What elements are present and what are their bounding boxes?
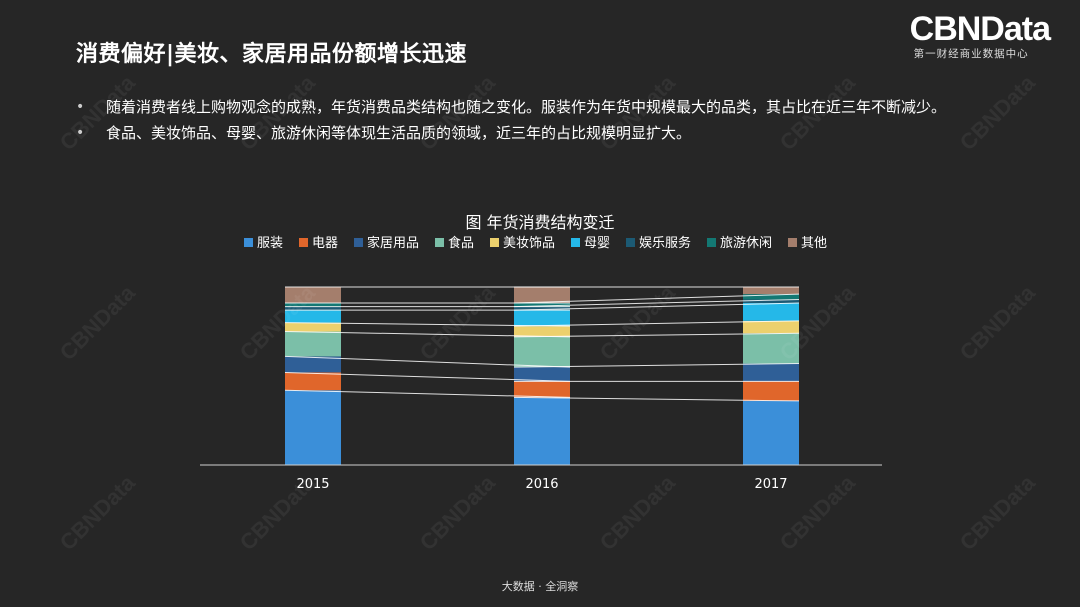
bullet-text: 食品、美妆饰品、母婴、旅游休闲等体现生活品质的领域，近三年的占比规模明显扩大。: [106, 124, 692, 142]
bar-segment: [514, 367, 570, 382]
bar-segment: [514, 381, 570, 398]
bar-segment: [743, 320, 799, 334]
legend-swatch: [707, 238, 716, 247]
legend-label: 食品: [448, 235, 474, 251]
bar-segment: [743, 400, 799, 465]
bar-segment: [514, 287, 570, 304]
bar-segment: [514, 306, 570, 311]
bar-segment: [285, 356, 341, 373]
bar-segment: [514, 303, 570, 307]
legend-label: 旅游休闲: [720, 236, 772, 251]
logo-wordmark: CBNData: [909, 10, 1051, 48]
bar-segment: [285, 331, 341, 357]
bar-segment: [743, 294, 799, 300]
legend-label: 母婴: [584, 236, 610, 251]
logo-subtitle: 第一财经商业数据中心: [913, 48, 1029, 60]
bar-segment: [743, 333, 799, 364]
bar-segment: [514, 397, 570, 465]
bar-segment: [285, 303, 341, 307]
connector-line: [284, 389, 571, 398]
legend-swatch: [571, 238, 580, 247]
connector-line: [284, 371, 571, 382]
bullet-item: • 随着消费者线上购物观念的成熟，年货消费品类结构也随之变化。服装作为年货中规模…: [76, 94, 1026, 120]
bar-segment: [285, 310, 341, 323]
legend-swatch: [299, 238, 308, 247]
legend-label: 其他: [801, 236, 827, 251]
bar-segment: [285, 322, 341, 332]
bar-segment: [743, 287, 799, 295]
bar-segment: [514, 336, 570, 368]
legend-swatch: [435, 238, 444, 247]
page-title: 消费偏好|美妆、家居用品份额增长迅速: [76, 42, 468, 67]
connector-line: [284, 331, 571, 338]
footer-tagline: 大数据 · 全洞察: [501, 580, 579, 593]
bar-segment: [285, 306, 341, 311]
legend-swatch: [626, 238, 635, 247]
bar-segment: [285, 390, 341, 465]
bullet-icon: •: [76, 125, 85, 141]
legend-label: 电器: [312, 236, 338, 251]
legend-label: 美妆饰品: [503, 236, 555, 251]
legend-swatch: [354, 238, 363, 247]
connector-line: [513, 332, 800, 338]
bullet-item: • 食品、美妆饰品、母婴、旅游休闲等体现生活品质的领域，近三年的占比规模明显扩大…: [76, 120, 1026, 146]
connector-line: [513, 320, 800, 327]
bar-segment: [743, 363, 799, 382]
chart-title: 图 年货消费结构变迁: [465, 213, 614, 232]
legend-swatch: [788, 238, 797, 247]
connector-line: [513, 298, 800, 308]
bar-segment: [514, 326, 570, 337]
legend-label: 娱乐服务: [639, 235, 691, 251]
x-tick-label: 2016: [525, 477, 558, 492]
bar-segment: [743, 381, 799, 401]
bullet-text: 随着消费者线上购物观念的成熟，年货消费品类结构也随之变化。服装作为年货中规模最大…: [106, 98, 947, 116]
connector-line: [513, 302, 800, 311]
summary-bullets: • 随着消费者线上购物观念的成熟，年货消费品类结构也随之变化。服装作为年货中规模…: [76, 94, 1026, 146]
bar-segment: [743, 299, 799, 304]
bar-segment: [514, 310, 570, 327]
legend-label: 服装: [257, 236, 283, 251]
bar-segment: [285, 287, 341, 304]
bar-segment: [285, 372, 341, 391]
x-tick-label: 2015: [296, 477, 329, 492]
connector-line: [513, 363, 800, 368]
connector-line: [513, 396, 800, 402]
connector-line: [513, 293, 800, 304]
bar-segment: [743, 303, 799, 321]
brand-logo: CBNData 第一财经商业数据中心: [909, 10, 1051, 61]
legend-label: 家居用品: [367, 235, 419, 251]
legend-swatch: [244, 238, 253, 247]
legend-swatch: [490, 238, 499, 247]
x-tick-label: 2017: [754, 477, 787, 492]
connector-line: [284, 355, 571, 368]
bullet-icon: •: [76, 99, 85, 115]
